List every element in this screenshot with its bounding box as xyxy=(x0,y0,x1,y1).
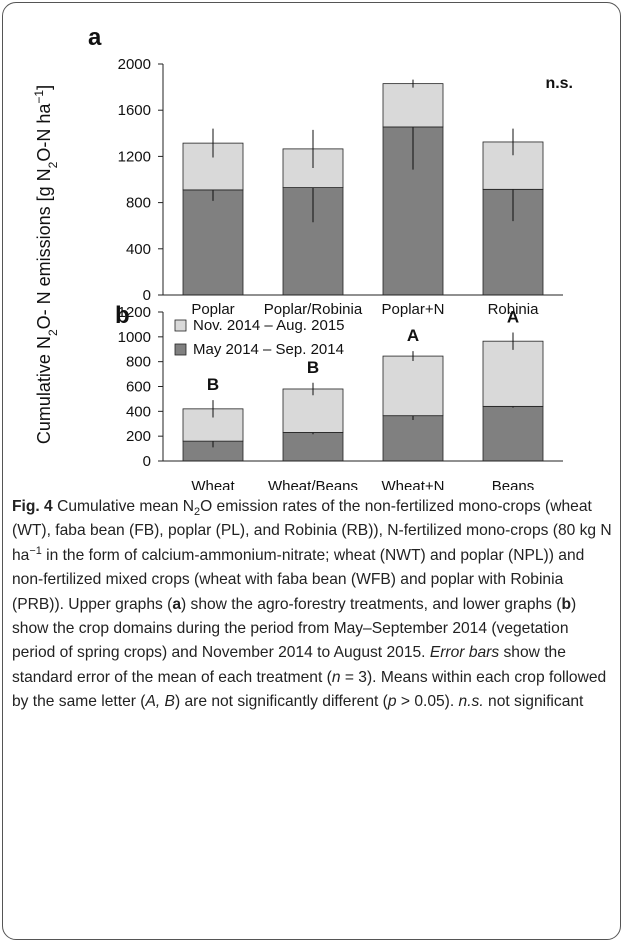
x-tick-label: Poplar/Robinia xyxy=(264,301,363,318)
caption-text: Error bars xyxy=(429,644,500,662)
bar-segment xyxy=(182,189,244,296)
caption-text: A, B xyxy=(145,693,175,711)
caption-text: show the standard error of the mean of e… xyxy=(12,644,566,686)
x-tick-label: Robinia xyxy=(488,301,540,318)
y-axis-label-part: 2 xyxy=(46,161,60,168)
y-tick-label: 600 xyxy=(126,379,151,396)
caption-text: n.s. xyxy=(458,693,484,711)
legend-swatch xyxy=(174,343,187,356)
bar-segment xyxy=(482,340,544,407)
caption-text: O emission rates of the non-fertilized m… xyxy=(12,498,612,564)
bar-segment xyxy=(382,415,444,462)
y-axis-label-part: ] xyxy=(34,85,54,90)
x-tick-label: Wheat/Beans xyxy=(268,478,358,490)
bar-segment xyxy=(482,405,544,462)
x-tick-label: Wheat+N xyxy=(382,478,445,490)
y-tick-label: 1200 xyxy=(118,148,151,165)
x-tick-label: Poplar+N xyxy=(382,301,445,318)
caption-text: ) show the crop domains during the perio… xyxy=(12,595,577,662)
panel-label: b xyxy=(115,302,130,329)
x-tick-label: Wheat xyxy=(191,478,235,490)
caption-text: ) are not significantly different ( xyxy=(174,693,388,711)
caption-text: not significant xyxy=(483,693,584,711)
significance-letter: A xyxy=(407,326,419,345)
caption-text: p xyxy=(387,693,397,711)
y-axis-label-part: −1 xyxy=(32,90,46,104)
y-tick-label: 800 xyxy=(126,354,151,371)
y-axis-label-part: Cumulative N xyxy=(34,336,54,444)
bar-segment xyxy=(282,432,344,462)
y-tick-label: 800 xyxy=(126,195,151,212)
caption-text: 2 xyxy=(194,506,201,519)
y-tick-label: 1000 xyxy=(118,329,151,346)
caption-text: −1 xyxy=(29,544,42,557)
annotation: n.s. xyxy=(545,75,573,92)
caption-text: in the form of calcium-ammonium-nitrate;… xyxy=(12,546,585,613)
caption: Fig. 4 Cumulative mean N2O emission rate… xyxy=(12,495,614,715)
y-tick-label: 400 xyxy=(126,403,151,420)
y-axis-label-part: O- N emissions [g N xyxy=(34,168,54,329)
y-axis-label-part: O-N ha xyxy=(34,103,54,162)
y-tick-label: 400 xyxy=(126,241,151,258)
caption-text: a xyxy=(172,595,182,613)
legend-label: May 2014 – Sep. 2014 xyxy=(193,341,344,358)
caption-text: Cumulative mean N xyxy=(52,498,194,515)
y-tick-label: 1200 xyxy=(118,304,151,321)
y-tick-label: 0 xyxy=(143,287,151,304)
panel-label: a xyxy=(88,24,102,51)
x-tick-label: Beans xyxy=(492,478,535,490)
legend-swatch xyxy=(174,319,187,332)
caption-text: b xyxy=(561,595,572,613)
caption-text: Fig. 4 xyxy=(12,498,53,515)
caption-text: n xyxy=(331,668,341,686)
y-axis-label-part: 2 xyxy=(46,329,60,336)
bar-segment xyxy=(382,83,444,128)
y-tick-label: 200 xyxy=(126,428,151,445)
y-tick-label: 2000 xyxy=(118,56,151,73)
caption-text: ) show the agro-forestry treatments, and… xyxy=(181,595,562,613)
legend-label: Nov. 2014 – Aug. 2015 xyxy=(193,317,345,334)
caption-text: > 0.05). xyxy=(396,693,459,711)
significance-letter: A xyxy=(507,307,519,326)
significance-letter: B xyxy=(307,358,319,377)
y-tick-label: 1600 xyxy=(118,102,151,119)
significance-letter: B xyxy=(207,375,219,394)
y-tick-label: 0 xyxy=(143,453,151,470)
bar-segment xyxy=(382,355,444,417)
caption-text: = 3). Means within each crop followed by… xyxy=(12,668,607,711)
y-axis-label: Cumulative N2O- N emissions [g N2O-N ha−… xyxy=(32,85,60,444)
bar-segment xyxy=(282,388,344,433)
x-tick-label: Poplar xyxy=(191,301,234,318)
